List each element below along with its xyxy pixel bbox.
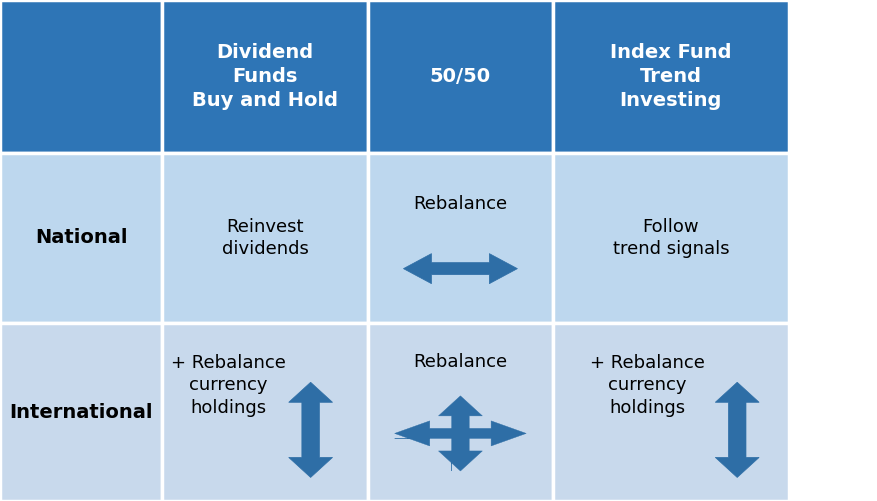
Text: International: International xyxy=(10,403,153,421)
Text: Reinvest
dividends: Reinvest dividends xyxy=(222,218,309,258)
Bar xyxy=(368,0,553,153)
Text: + Rebalance
currency
holdings: + Rebalance currency holdings xyxy=(171,354,286,417)
Bar xyxy=(0,0,162,153)
Polygon shape xyxy=(289,382,332,477)
Bar xyxy=(0,323,162,501)
Text: Follow
trend signals: Follow trend signals xyxy=(613,218,729,258)
Text: Rebalance: Rebalance xyxy=(413,195,508,213)
Bar xyxy=(368,323,553,501)
Bar xyxy=(162,323,368,501)
Polygon shape xyxy=(438,396,482,471)
Bar xyxy=(0,153,162,323)
Bar xyxy=(368,153,553,323)
Text: Rebalance: Rebalance xyxy=(413,353,508,371)
Bar xyxy=(553,153,789,323)
Text: 50/50: 50/50 xyxy=(430,67,491,86)
Bar xyxy=(162,0,368,153)
Text: Index Fund
Trend
Investing: Index Fund Trend Investing xyxy=(610,43,731,110)
Polygon shape xyxy=(403,254,517,284)
Text: Dividend
Funds
Buy and Hold: Dividend Funds Buy and Hold xyxy=(192,43,339,110)
Polygon shape xyxy=(716,382,759,477)
Bar xyxy=(553,0,789,153)
Bar xyxy=(553,323,789,501)
Text: + Rebalance
currency
holdings: + Rebalance currency holdings xyxy=(590,354,704,417)
Polygon shape xyxy=(395,421,526,446)
Text: National: National xyxy=(35,228,127,247)
Bar xyxy=(162,153,368,323)
